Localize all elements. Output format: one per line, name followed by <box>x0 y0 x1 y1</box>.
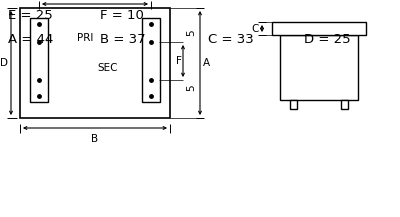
Bar <box>280 35 358 100</box>
Bar <box>30 18 48 102</box>
Text: F: F <box>176 56 182 66</box>
Text: 5: 5 <box>186 30 196 36</box>
Text: D: D <box>0 58 8 68</box>
Bar <box>272 22 366 35</box>
Text: D = 25: D = 25 <box>304 33 351 46</box>
Bar <box>341 100 348 109</box>
Text: C: C <box>252 23 259 33</box>
Bar <box>142 18 160 102</box>
Text: B = 37: B = 37 <box>100 33 146 46</box>
Bar <box>290 100 297 109</box>
Text: F = 10: F = 10 <box>100 9 144 22</box>
Text: B: B <box>92 134 98 144</box>
Text: A: A <box>203 58 210 68</box>
Text: SEC: SEC <box>98 63 118 73</box>
Text: PRI: PRI <box>77 33 93 43</box>
Text: C = 33: C = 33 <box>208 33 254 46</box>
Text: 5: 5 <box>186 85 196 91</box>
Bar <box>20 8 170 118</box>
Text: E = 25: E = 25 <box>8 9 53 22</box>
Text: A = 44: A = 44 <box>8 33 53 46</box>
Text: E: E <box>92 0 98 2</box>
